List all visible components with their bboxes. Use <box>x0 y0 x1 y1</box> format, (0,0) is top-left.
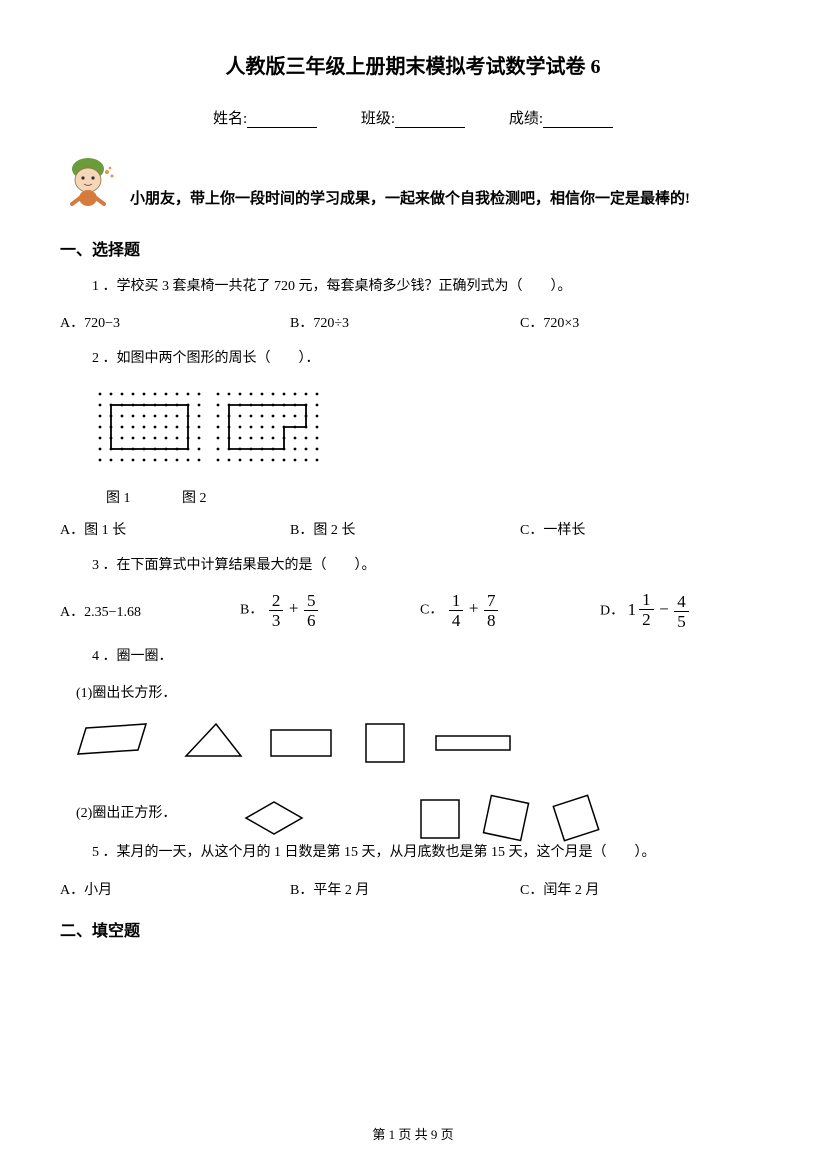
q2-opt-b: B．图 2 长 <box>290 519 520 539</box>
q5-opt-c: C．闰年 2 月 <box>520 879 700 899</box>
name-label: 姓名: <box>213 111 247 127</box>
q4-sub1: (1)圈出长方形． <box>76 682 766 702</box>
q2-options: A．图 1 长 B．图 2 长 C．一样长 <box>60 519 766 539</box>
class-blank[interactable] <box>395 114 465 128</box>
name-blank[interactable] <box>247 114 317 128</box>
q3-text: 3 ．在下面算式中计算结果最大的是（ ）。 <box>92 555 766 577</box>
q4-text: 4 ．圈一圈． <box>92 646 766 668</box>
q1-opt-b: B．720÷3 <box>290 312 520 332</box>
page-footer: 第 1 页 共 9 页 <box>0 1124 826 1143</box>
q2-text: 2 ．如图中两个图形的周长（ ）． <box>92 348 766 370</box>
q3-opt-a: A．2.35−1.68 <box>60 601 240 621</box>
score-blank[interactable] <box>543 114 613 128</box>
q2-figure-real <box>92 388 766 479</box>
q3-options: A．2.35−1.68 B． 23 + 56 C． 14 + 78 D． 1 1… <box>60 591 766 630</box>
q1-opt-a: A．720−3 <box>60 312 290 332</box>
q5-opt-b: B．平年 2 月 <box>290 879 520 899</box>
q2-opt-c: C．一样长 <box>520 519 700 539</box>
q5-opt-a: A．小月 <box>60 879 290 899</box>
q2-label1: 图 1 <box>106 491 131 506</box>
q2-fig-labels: 图 1 图 2 <box>106 487 766 507</box>
q2-label2: 图 2 <box>182 491 207 506</box>
greeting-text: 小朋友，带上你一段时间的学习成果，一起来做个自我检测吧，相信你一定是最棒的! <box>130 187 690 212</box>
q1-opt-c: C．720×3 <box>520 312 700 332</box>
mascot-icon <box>60 154 124 212</box>
class-label: 班级: <box>361 111 395 127</box>
q5-options: A．小月 B．平年 2 月 C．闰年 2 月 <box>60 879 766 899</box>
q3-opt-d: D． 1 12 − 45 <box>600 591 766 630</box>
section-1-header: 一、选择题 <box>60 236 766 260</box>
section-2-header: 二、填空题 <box>60 917 766 941</box>
mascot-row: 小朋友，带上你一段时间的学习成果，一起来做个自我检测吧，相信你一定是最棒的! <box>60 154 766 212</box>
q3-opt-c: C． 14 + 78 <box>420 592 600 629</box>
q1-text: 1 ．学校买 3 套桌椅一共花了 720 元，每套桌椅多少钱？正确列式为（ ）。 <box>92 276 766 298</box>
q1-options: A．720−3 B．720÷3 C．720×3 <box>60 312 766 332</box>
score-label: 成绩: <box>509 111 543 127</box>
q4-shapes2 <box>76 790 766 840</box>
q2-opt-a: A．图 1 长 <box>60 519 290 539</box>
info-row: 姓名: 班级: 成绩: <box>60 107 766 128</box>
page-title: 人教版三年级上册期末模拟考试数学试卷 6 <box>60 50 766 79</box>
q3-opt-b: B． 23 + 56 <box>240 592 420 629</box>
q4-shapes1 <box>76 716 766 772</box>
